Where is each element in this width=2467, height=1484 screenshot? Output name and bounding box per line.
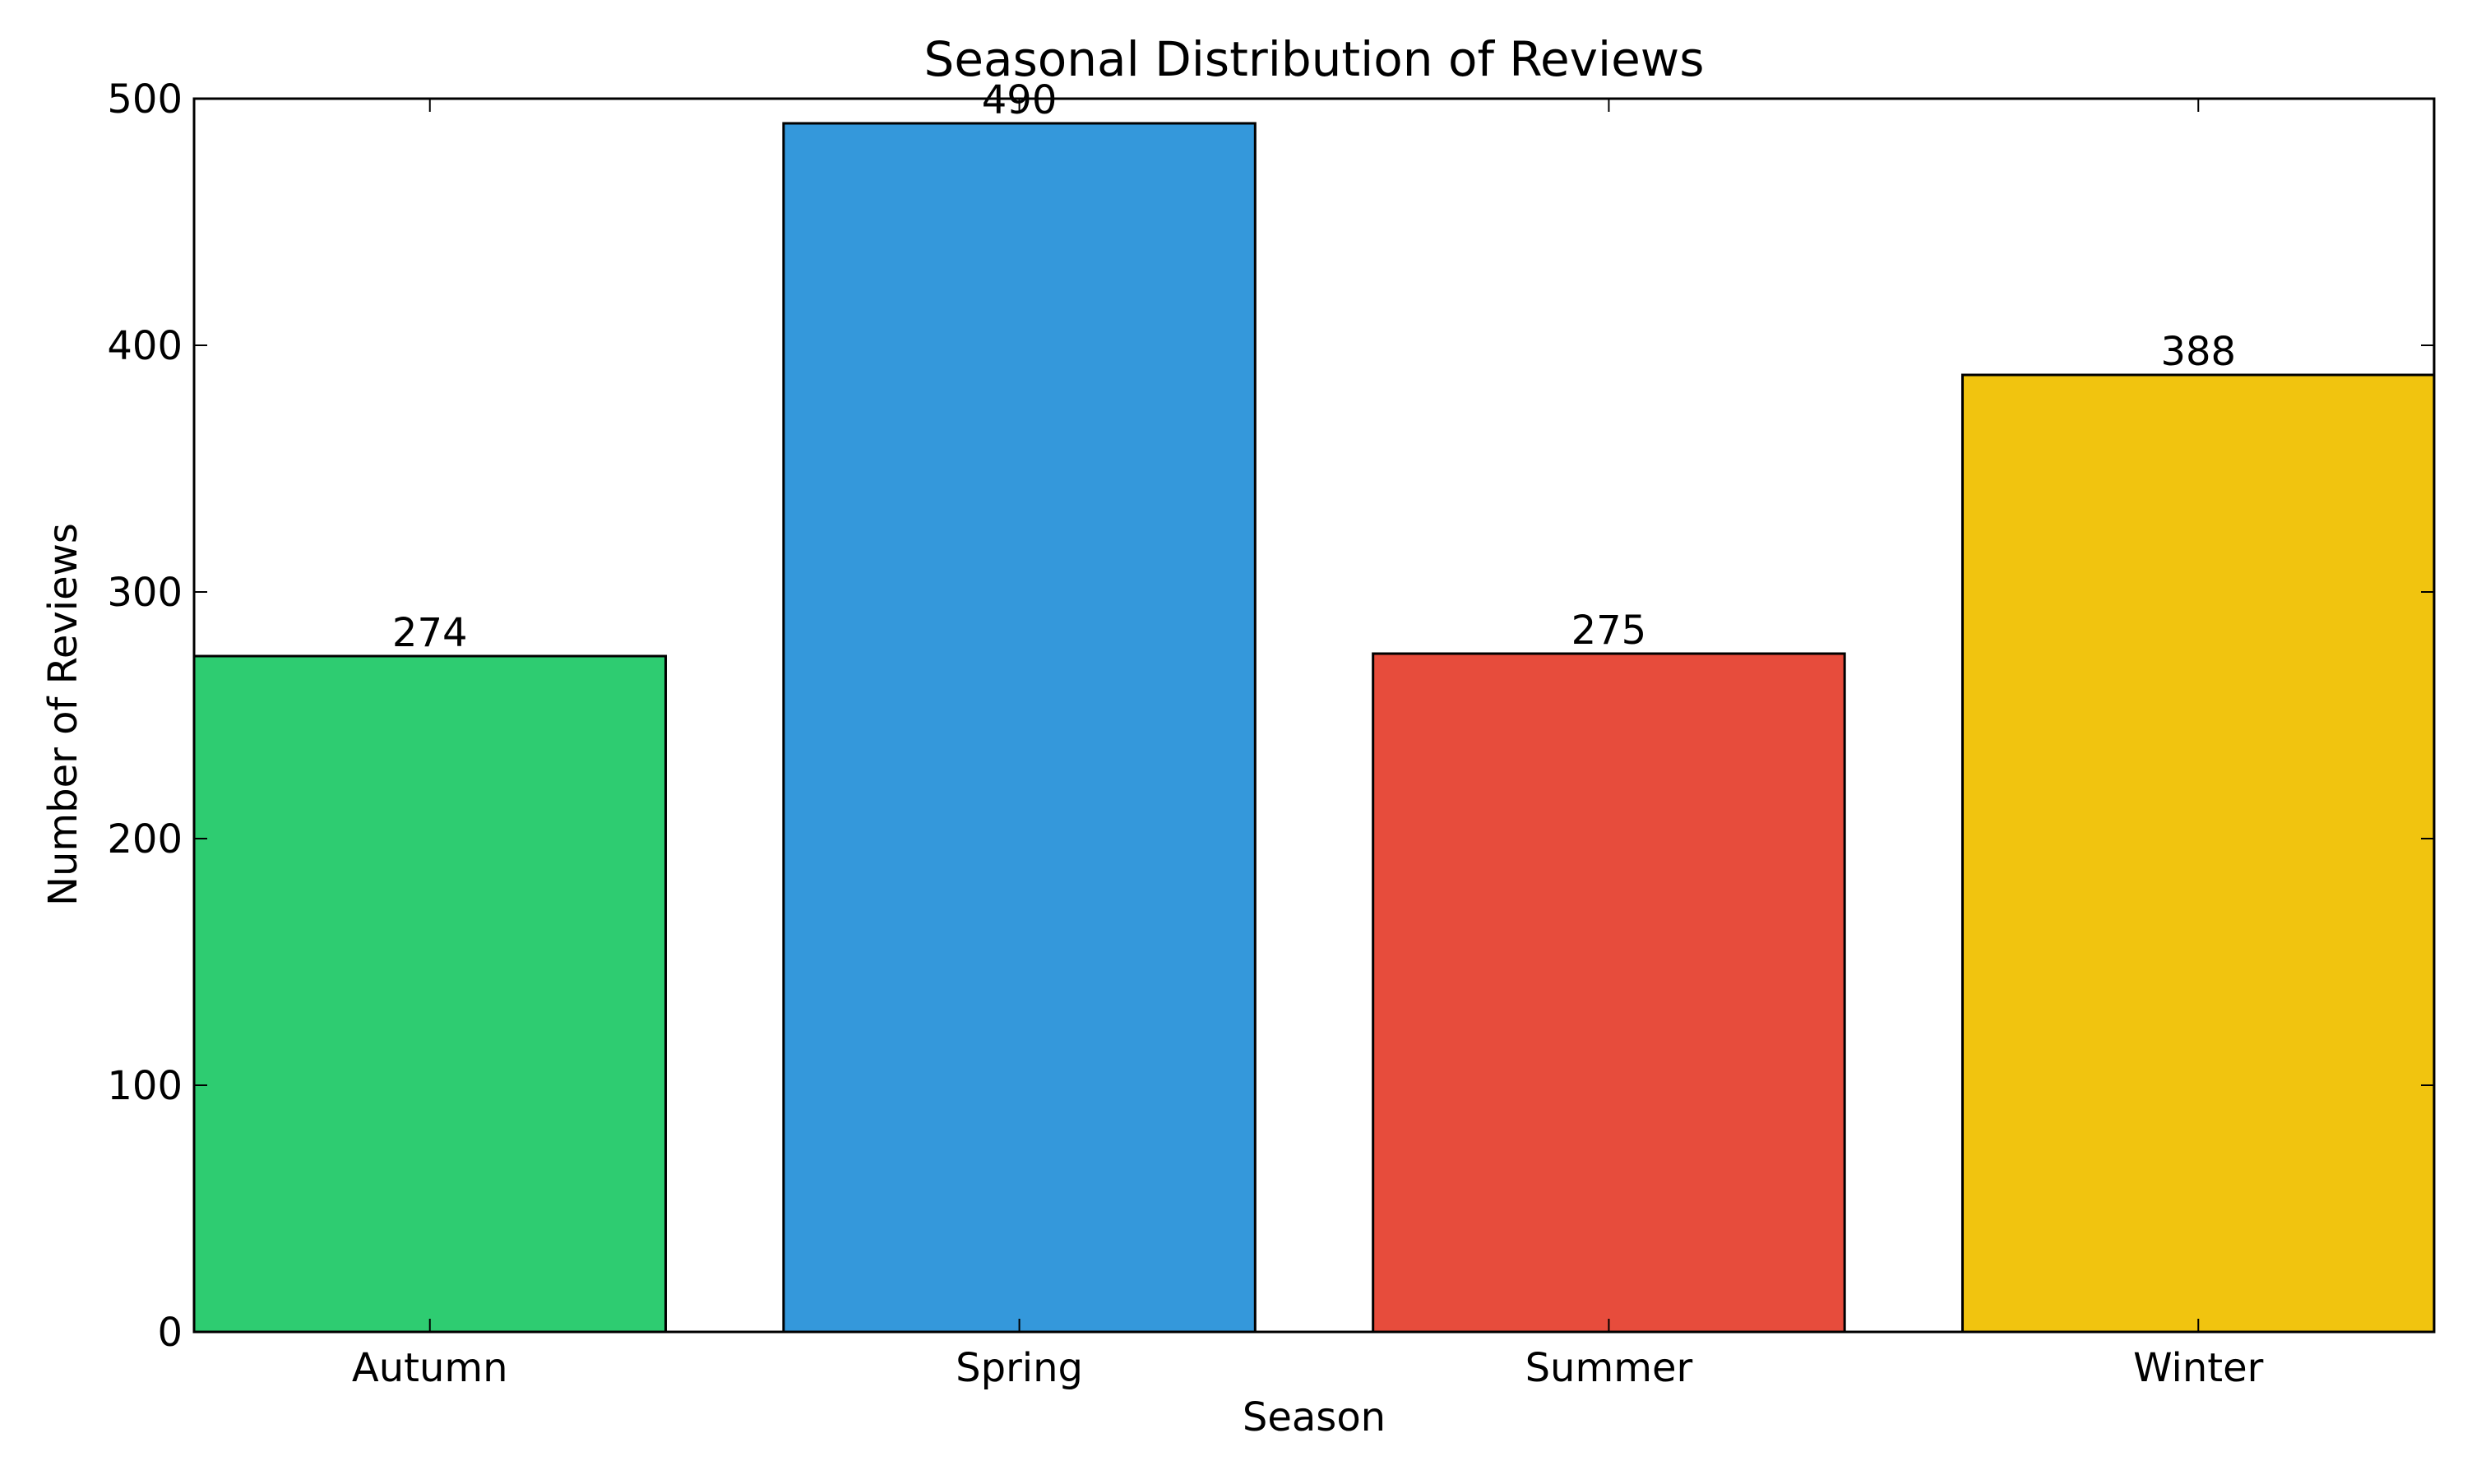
data-label-spring: 490: [982, 77, 1058, 123]
bar-winter: [1961, 373, 2436, 1334]
bars-layer: [192, 122, 2436, 1334]
x-tick-label-autumn: Autumn: [352, 1345, 508, 1391]
y-tick-label-200: 200: [107, 816, 183, 862]
x-axis-label: Season: [1243, 1394, 1386, 1440]
data-label-winter: 388: [2160, 329, 2236, 375]
bar-spring: [782, 122, 1257, 1334]
y-tick-label-0: 0: [157, 1310, 183, 1356]
data-label-summer: 275: [1571, 608, 1647, 654]
x-tick-label-spring: Spring: [956, 1345, 1083, 1391]
ticks-layer: Autumn Spring Summer Winter 0 100 200 300 400 500: [107, 76, 2434, 1391]
y-tick-label-100: 100: [107, 1063, 183, 1109]
data-labels-layer: 274 490 275 388: [392, 77, 2236, 656]
y-tick-label-400: 400: [107, 323, 183, 369]
chart-title: Seasonal Distribution of Reviews: [924, 31, 1705, 87]
bar-summer: [1372, 652, 1846, 1334]
data-label-autumn: 274: [392, 610, 468, 656]
x-tick-label-summer: Summer: [1525, 1345, 1693, 1391]
y-tick-label-300: 300: [107, 570, 183, 616]
x-tick-label-winter: Winter: [2133, 1345, 2264, 1391]
bar-autumn: [192, 654, 667, 1334]
y-tick-label-500: 500: [107, 76, 183, 123]
y-axis-label: Number of Reviews: [40, 523, 86, 906]
plot-frame: [192, 97, 2436, 1334]
